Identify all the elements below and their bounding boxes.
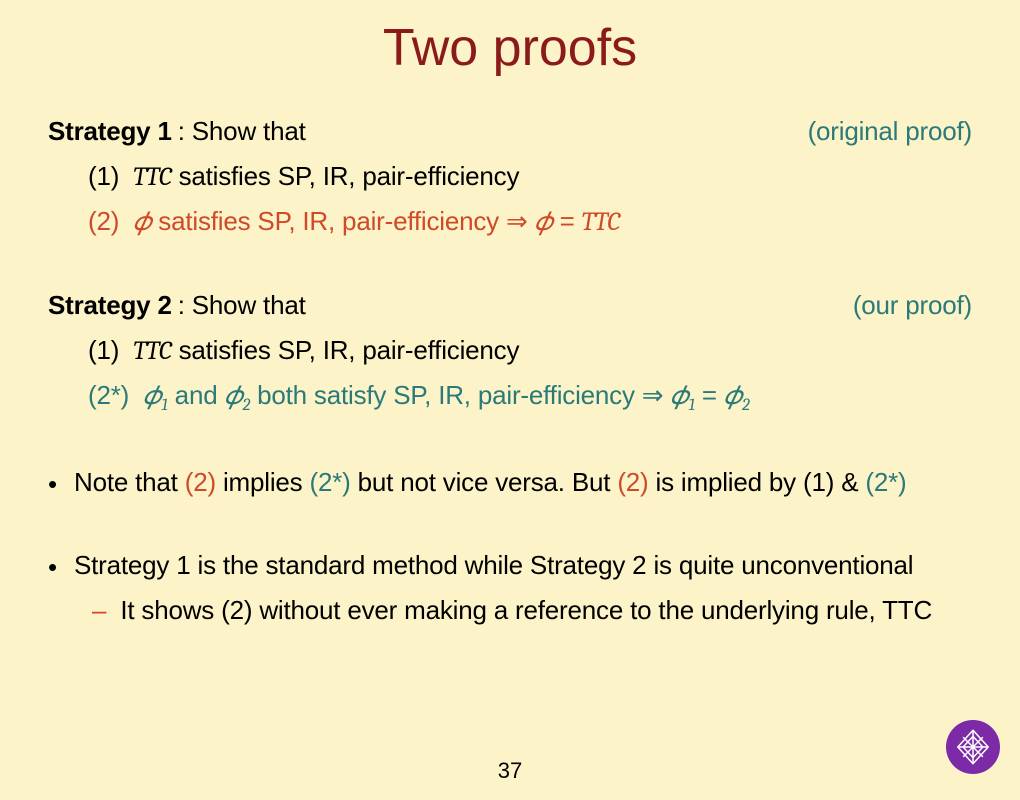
strategy-1-block: Strategy 1: Show that (original proof) (… (48, 116, 972, 238)
strategy-2-tag: (our proof) (853, 290, 972, 321)
b1c: but not vice versa. But (351, 467, 618, 497)
s2l2-mid2: both satisfy SP, IR, pair-efficiency ⇒ (250, 380, 670, 410)
s2l2-num: (2*) (88, 380, 129, 410)
logo-svg (954, 728, 992, 766)
s1l2-mid: satisfies SP, IR, pair-efficiency ⇒ (151, 206, 534, 236)
s2l1-ttc: TTC (133, 336, 171, 366)
b1-twostar-1: (2*) (310, 467, 351, 497)
s1l2-num: (2) (88, 206, 119, 236)
strategy-1-line-2: (2) 𝜙 satisfies SP, IR, pair-efficiency … (88, 206, 972, 238)
s2l2-phi1b: 𝜙1 (670, 381, 694, 411)
bullet-2: • Strategy 1 is the standard method whil… (48, 550, 972, 626)
slide-content: Two proofs Strategy 1: Show that (origin… (48, 0, 972, 632)
strategy-2-tail: : Show that (178, 290, 306, 320)
s2l1-num: (1) (88, 335, 119, 365)
bullet-2-sub: – It shows (2) without ever making a ref… (92, 595, 972, 626)
strategy-2-label: Strategy 2 (48, 290, 172, 320)
strategy-1-tag: (original proof) (808, 116, 972, 147)
b1a: Note that (74, 467, 185, 497)
notes-bullets: • Note that (2) implies (2*) but not vic… (48, 467, 972, 626)
b1-two-1: (2) (185, 467, 216, 497)
bullet-1-body: Note that (2) implies (2*) but not vice … (74, 467, 972, 502)
b1b: implies (216, 467, 310, 497)
s2l2-phi2: 𝜙2 (224, 381, 250, 411)
s1l1-ttc: TTC (133, 162, 171, 192)
s2l2-phi2b: 𝜙2 (724, 381, 750, 411)
strategy-2-head: Strategy 2: Show that (our proof) (48, 290, 972, 321)
s2l1-rest: satisfies SP, IR, pair-efficiency (172, 335, 520, 365)
s2l2-phi1: 𝜙1 (143, 381, 167, 411)
page-number: 37 (498, 758, 522, 784)
b2sub: It shows (2) without ever making a refer… (120, 595, 932, 625)
b2a: Strategy 1 is the standard method while … (74, 550, 913, 580)
slide: Two proofs Strategy 1: Show that (origin… (0, 0, 1020, 800)
bullet-dot-icon: • (48, 550, 74, 626)
s1l2-phi2: 𝜙 (535, 207, 553, 237)
bullet-2-body: Strategy 1 is the standard method while … (74, 550, 972, 626)
strategy-1-label: Strategy 1 (48, 116, 172, 146)
s1l1-num: (1) (88, 161, 119, 191)
s1l2-phi: 𝜙 (133, 207, 151, 237)
econ-logo-icon (946, 720, 1000, 774)
strategy-1-label-wrap: Strategy 1: Show that (48, 116, 306, 147)
s1l2-ttc: TTC (582, 207, 620, 237)
b1d: is implied by (1) & (649, 467, 866, 497)
strategy-2-block: Strategy 2: Show that (our proof) (1) TT… (48, 290, 972, 415)
strategy-1-line-1: (1) TTC satisfies SP, IR, pair-efficienc… (88, 161, 972, 192)
bullet-1: • Note that (2) implies (2*) but not vic… (48, 467, 972, 502)
s1l2-eq: = (553, 206, 582, 236)
s1l1-rest: satisfies SP, IR, pair-efficiency (172, 161, 520, 191)
s2l2-mid1: and (168, 380, 225, 410)
b1-twostar-2: (2*) (865, 467, 906, 497)
s2l2-eq: = (695, 380, 724, 410)
strategy-1-tail: : Show that (178, 116, 306, 146)
strategy-2-line-2: (2*) 𝜙1 and 𝜙2 both satisfy SP, IR, pair… (88, 380, 972, 415)
strategy-2-line-1: (1) TTC satisfies SP, IR, pair-efficienc… (88, 335, 972, 366)
bullet-dot-icon: • (48, 467, 74, 502)
bullet-2-dash: – (92, 595, 106, 625)
b1-two-2: (2) (617, 467, 648, 497)
strategy-2-label-wrap: Strategy 2: Show that (48, 290, 306, 321)
slide-title: Two proofs (48, 18, 972, 78)
strategy-1-head: Strategy 1: Show that (original proof) (48, 116, 972, 147)
